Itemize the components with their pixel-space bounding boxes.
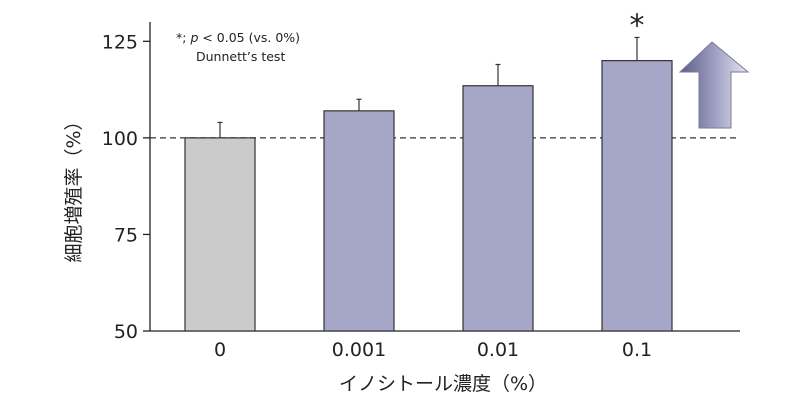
y-tick-label: 125: [102, 31, 138, 53]
x-tick-label: 0.001: [332, 339, 386, 361]
y-tick-label: 75: [114, 224, 138, 246]
stat-note-line2: Dunnett’s test: [196, 49, 285, 64]
bar-0.01: [462, 85, 534, 332]
y-axis-label: 細胞増殖率（%）: [63, 111, 85, 262]
bar-0.001: [323, 110, 395, 332]
stat-note: *; p < 0.05 (vs. 0%) Dunnett’s test: [176, 30, 300, 64]
significance-mark: *: [630, 8, 645, 43]
y-tick-label: 100: [102, 128, 138, 150]
x-tick-label: 0.1: [622, 339, 652, 361]
up-arrow-icon: [678, 41, 750, 129]
bars: *: [184, 8, 673, 332]
x-tick-label: 0: [214, 339, 226, 361]
y-tick-label: 50: [114, 321, 138, 343]
x-tick-label: 0.01: [477, 339, 519, 361]
bar-0.1: [601, 60, 673, 332]
x-axis-label: イノシトール濃度（%）: [339, 373, 547, 395]
stat-note-line1: *; p < 0.05 (vs. 0%): [176, 30, 300, 45]
bar-0: [184, 137, 256, 332]
